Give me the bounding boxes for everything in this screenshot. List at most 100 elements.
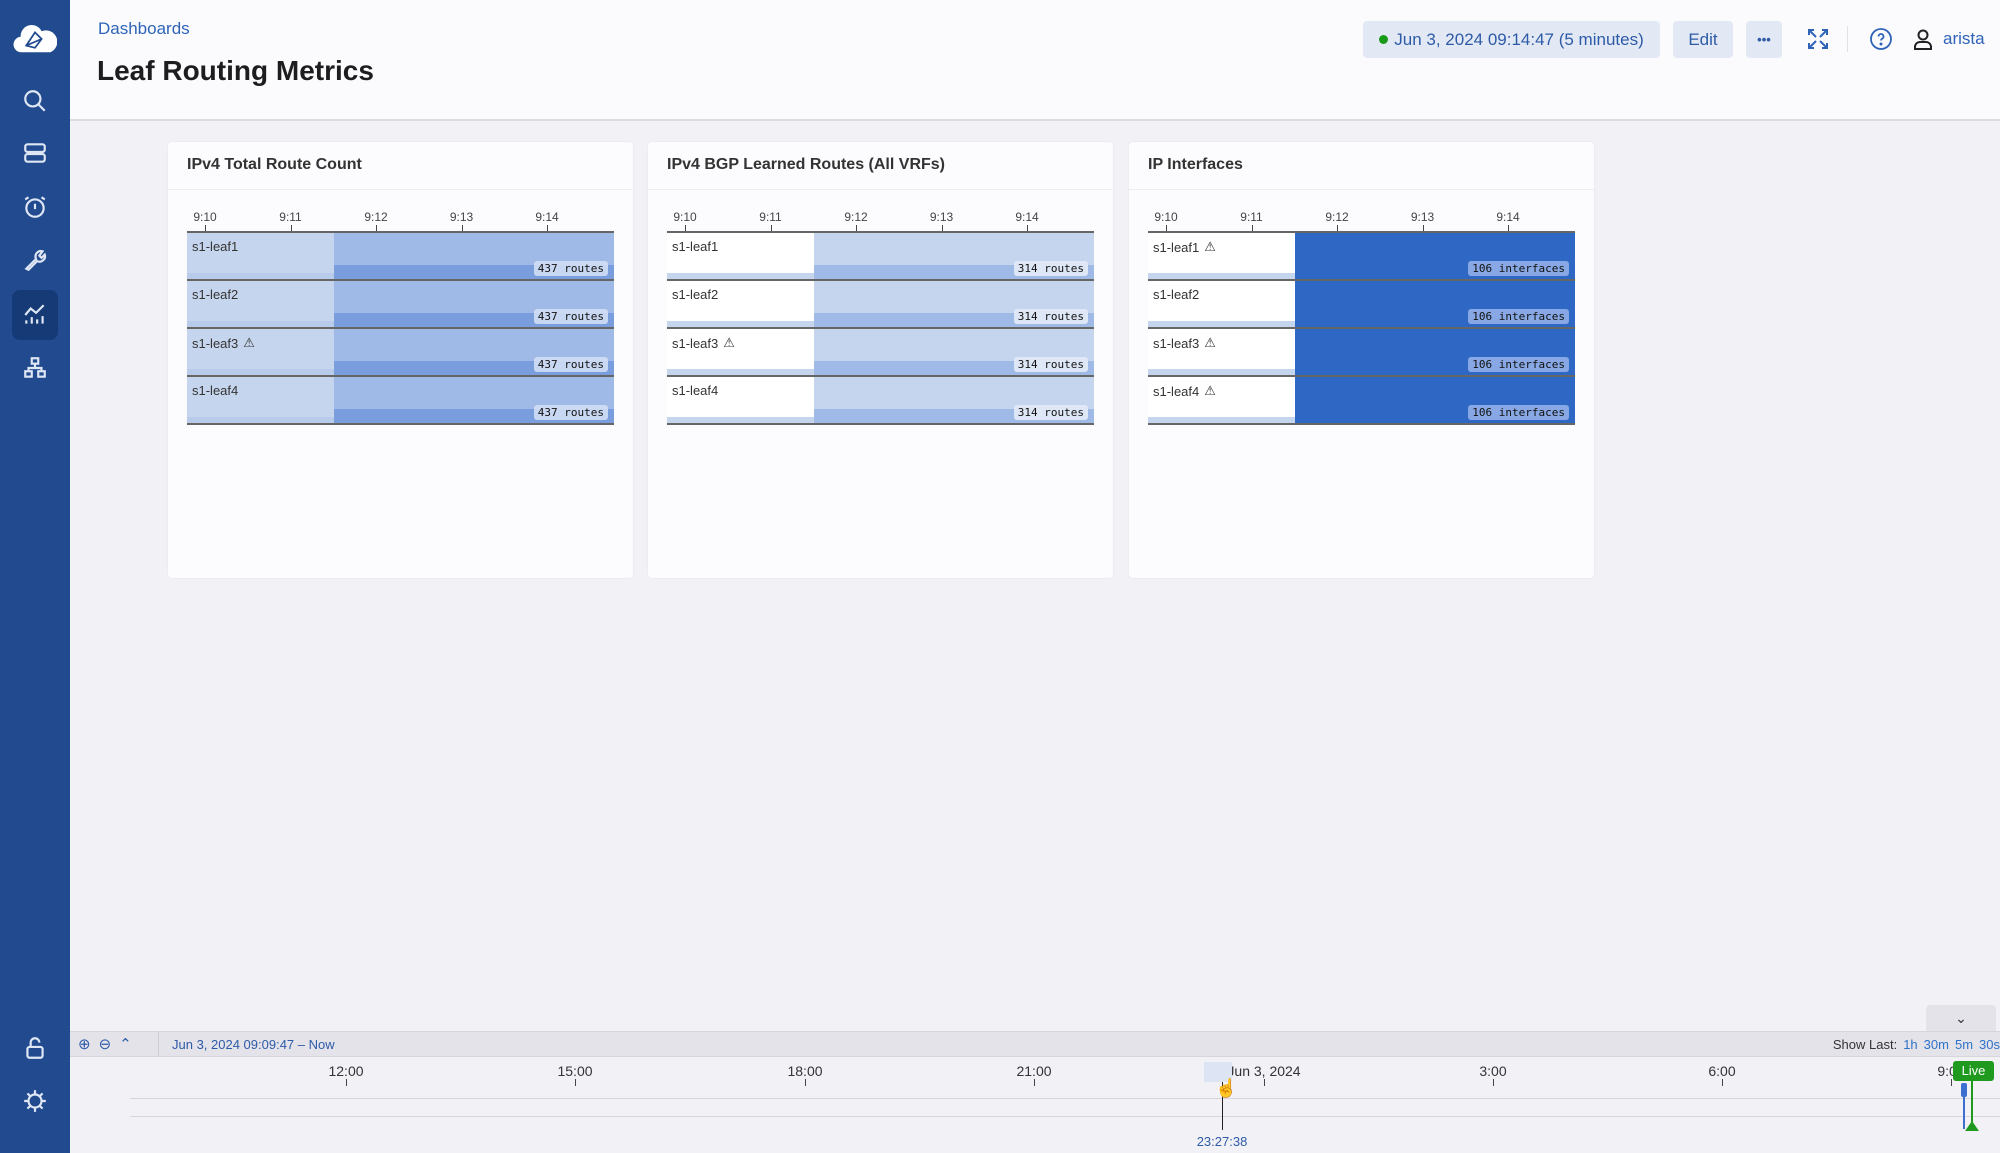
hover-highlight xyxy=(1204,1062,1232,1082)
cursor-time: 23:27:38 xyxy=(1196,1134,1248,1149)
topology-icon[interactable] xyxy=(14,347,56,389)
show-last-30s[interactable]: 30s xyxy=(1979,1037,2000,1052)
time-axis: 9:10 9:11 9:12 9:13 9:14 xyxy=(187,210,614,231)
value-label: 106 interfaces xyxy=(1468,357,1569,372)
axis-tick xyxy=(547,225,548,231)
show-last-1h[interactable]: 1h xyxy=(1903,1037,1918,1052)
axis-tick xyxy=(205,225,206,231)
value-label: 437 routes xyxy=(533,261,608,276)
value-label: 106 interfaces xyxy=(1468,405,1569,420)
breadcrumb-dashboards[interactable]: Dashboards xyxy=(98,19,190,38)
help-icon[interactable] xyxy=(1869,27,1893,51)
timeline-tick xyxy=(1034,1079,1035,1086)
zoom-out-icon[interactable]: ⊖ xyxy=(98,1036,112,1053)
device-row[interactable]: s1-leaf4 314 routes xyxy=(667,377,1094,425)
value-label: 314 routes xyxy=(1013,357,1088,372)
device-name: s1-leaf2 xyxy=(1153,287,1200,302)
page-title: Leaf Routing Metrics xyxy=(97,55,374,86)
value-label: 106 interfaces xyxy=(1468,261,1569,276)
axis-tick-label: 9:12 xyxy=(1325,210,1349,224)
timeline-tick-label: 15:00 xyxy=(557,1063,593,1079)
search-icon[interactable] xyxy=(14,80,56,122)
live-status-dot xyxy=(1379,35,1389,44)
device-label: s1-leaf4 xyxy=(670,381,721,400)
time-axis: 9:10 9:11 9:12 9:13 9:14 xyxy=(1148,210,1575,231)
axis-tick-label: 9:13 xyxy=(449,210,474,224)
device-row[interactable]: s1-leaf3 ⚠ 437 routes xyxy=(187,329,614,377)
live-button[interactable]: Live xyxy=(1953,1061,1994,1081)
status-timeline-chart: 9:10 9:11 9:12 9:13 9:14 s1-leaf1 314 routes… xyxy=(667,210,1094,425)
live-marker-icon xyxy=(1965,1121,1979,1131)
gear-icon[interactable] xyxy=(14,1080,56,1122)
user-icon[interactable] xyxy=(1911,27,1935,51)
timeline-tick-label: 12:00 xyxy=(328,1063,364,1079)
axis-tick xyxy=(856,225,857,231)
device-row[interactable]: s1-leaf4 ⚠ 106 interfaces xyxy=(1148,377,1575,425)
device-label: s1-leaf1 ⚠ xyxy=(1151,237,1218,257)
device-label: s1-leaf1 xyxy=(190,237,241,256)
header-divider xyxy=(1847,26,1848,52)
timeline-range: Jun 3, 2024 09:09:47 – Now xyxy=(172,1037,335,1052)
timeline-tick-label: 3:00 xyxy=(1479,1063,1507,1079)
device-name: s1-leaf4 xyxy=(1153,383,1200,399)
axis-tick xyxy=(1508,225,1509,231)
fullscreen-icon[interactable] xyxy=(1806,27,1830,51)
device-name: s1-leaf3 xyxy=(1153,335,1200,351)
time-axis: 9:10 9:11 9:12 9:13 9:14 xyxy=(667,210,1094,231)
warning-icon: ⚠ xyxy=(1204,239,1216,254)
edit-button[interactable]: Edit xyxy=(1673,21,1733,58)
device-name: s1-leaf3 xyxy=(672,335,719,351)
device-name: s1-leaf3 xyxy=(192,335,239,351)
device-row[interactable]: s1-leaf1 314 routes xyxy=(667,233,1094,281)
timeline-tick-label: Jun 3, 2024 xyxy=(1227,1063,1301,1079)
device-row[interactable]: s1-leaf1 ⚠ 106 interfaces xyxy=(1148,233,1575,281)
time-range-button[interactable]: Jun 3, 2024 09:14:47 (5 minutes) xyxy=(1363,21,1660,58)
live-line xyxy=(1971,1080,1973,1126)
axis-tick-label: 9:13 xyxy=(1410,210,1435,224)
more-options-button[interactable]: ••• xyxy=(1746,21,1782,58)
warning-icon: ⚠ xyxy=(1204,383,1216,398)
device-label: s1-leaf2 xyxy=(670,285,721,304)
devices-icon[interactable] xyxy=(14,132,56,174)
username[interactable]: arista xyxy=(1943,29,1985,48)
timeline-toolbar: ⊕ ⊖ ⌃ Jun 3, 2024 09:09:47 – Now Show La… xyxy=(70,1031,2000,1057)
toolbar-divider xyxy=(158,1032,159,1056)
value-label: 106 interfaces xyxy=(1468,309,1569,324)
range-handle[interactable] xyxy=(1961,1083,1967,1097)
device-row[interactable]: s1-leaf3 ⚠ 106 interfaces xyxy=(1148,329,1575,377)
axis-tick-label: 9:14 xyxy=(1496,210,1520,224)
panel: IP Interfaces 9:10 9:11 9:12 9:13 9:14 s1-le… xyxy=(1129,142,1594,578)
axis-tick-label: 9:10 xyxy=(673,210,697,224)
device-row[interactable]: s1-leaf4 437 routes xyxy=(187,377,614,425)
panel-title: IPv4 BGP Learned Routes (All VRFs) xyxy=(648,142,1113,190)
cloud-logo-icon[interactable] xyxy=(10,18,60,60)
axis-tick-label: 9:14 xyxy=(1015,210,1039,224)
wrench-icon[interactable] xyxy=(14,239,56,281)
device-name: s1-leaf2 xyxy=(672,287,719,302)
timeline-tick xyxy=(1264,1079,1265,1086)
show-last: Show Last: 1h 30m 5m 30s xyxy=(1833,1037,2000,1052)
zoom-in-icon[interactable]: ⊕ xyxy=(78,1036,91,1053)
timeline-track-bottom xyxy=(130,1116,2000,1117)
collapse-timeline-button[interactable]: ⌄ xyxy=(1926,1005,1996,1031)
show-last-30m[interactable]: 30m xyxy=(1923,1037,1949,1052)
chevron-up-icon[interactable]: ⌃ xyxy=(119,1036,132,1053)
device-row[interactable]: s1-leaf2 106 interfaces xyxy=(1148,281,1575,329)
show-last-5m[interactable]: 5m xyxy=(1954,1037,1974,1052)
device-row[interactable]: s1-leaf2 314 routes xyxy=(667,281,1094,329)
axis-tick xyxy=(1027,225,1028,231)
device-row[interactable]: s1-leaf1 437 routes xyxy=(187,233,614,281)
alarm-clock-icon[interactable] xyxy=(14,186,56,228)
panel: IPv4 BGP Learned Routes (All VRFs) 9:10 9… xyxy=(648,142,1113,578)
sidebar xyxy=(0,0,70,1153)
dashboards-chart-icon[interactable] xyxy=(12,290,58,340)
device-label: s1-leaf2 xyxy=(190,285,241,304)
unlock-icon[interactable] xyxy=(14,1027,56,1069)
device-row[interactable]: s1-leaf2 437 routes xyxy=(187,281,614,329)
state-segment-before xyxy=(667,281,814,327)
time-range-label: Jun 3, 2024 09:14:47 (5 minutes) xyxy=(1394,29,1644,49)
axis-tick-label: 9:11 xyxy=(279,210,302,224)
status-timeline-chart: 9:10 9:11 9:12 9:13 9:14 s1-leaf1 ⚠ 106 inter… xyxy=(1148,210,1575,425)
device-name: s1-leaf2 xyxy=(192,287,239,302)
device-row[interactable]: s1-leaf3 ⚠ 314 routes xyxy=(667,329,1094,377)
